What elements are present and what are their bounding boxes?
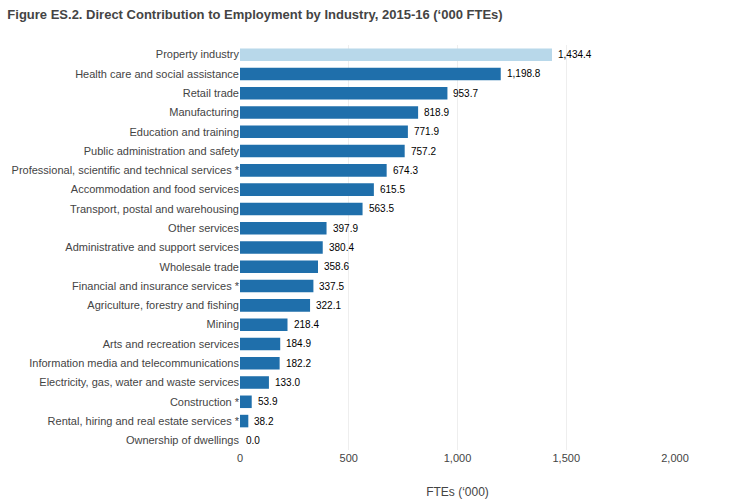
svg-text:Other services: Other services bbox=[168, 222, 239, 234]
svg-text:FTEs (‘000): FTEs (‘000) bbox=[426, 485, 489, 499]
svg-text:322.1: 322.1 bbox=[316, 300, 341, 311]
svg-text:Mining: Mining bbox=[207, 318, 239, 330]
svg-text:0: 0 bbox=[237, 452, 243, 464]
svg-text:1,434.4: 1,434.4 bbox=[558, 49, 592, 60]
svg-text:500: 500 bbox=[340, 452, 358, 464]
svg-text:184.9: 184.9 bbox=[286, 338, 311, 349]
svg-text:Ownership of dwellings: Ownership of dwellings bbox=[126, 434, 240, 446]
svg-text:953.7: 953.7 bbox=[453, 88, 478, 99]
svg-text:218.4: 218.4 bbox=[294, 319, 319, 330]
svg-text:Rental, hiring and real estate: Rental, hiring and real estate services … bbox=[48, 415, 240, 427]
svg-text:818.9: 818.9 bbox=[424, 107, 449, 118]
svg-text:Retail trade: Retail trade bbox=[183, 87, 239, 99]
svg-text:Agriculture, forestry and fish: Agriculture, forestry and fishing bbox=[87, 299, 239, 311]
svg-text:Education and training: Education and training bbox=[130, 126, 239, 138]
svg-text:0.0: 0.0 bbox=[246, 435, 260, 446]
svg-text:Financial and insurance servic: Financial and insurance services * bbox=[72, 280, 240, 292]
svg-text:Transport, postal and warehous: Transport, postal and warehousing bbox=[70, 203, 239, 215]
svg-text:358.6: 358.6 bbox=[324, 261, 349, 272]
svg-text:2,000: 2,000 bbox=[661, 452, 689, 464]
svg-text:1,500: 1,500 bbox=[552, 452, 580, 464]
svg-text:Property industry: Property industry bbox=[156, 48, 240, 60]
svg-text:615.5: 615.5 bbox=[380, 184, 405, 195]
svg-text:771.9: 771.9 bbox=[414, 126, 439, 137]
svg-text:Electricity, gas, water and wa: Electricity, gas, water and waste servic… bbox=[39, 376, 239, 388]
svg-text:Construction *: Construction * bbox=[170, 396, 240, 408]
svg-text:337.5: 337.5 bbox=[319, 281, 344, 292]
svg-text:674.3: 674.3 bbox=[393, 165, 418, 176]
svg-text:Wholesale trade: Wholesale trade bbox=[160, 261, 240, 273]
svg-text:53.9: 53.9 bbox=[258, 396, 278, 407]
svg-text:182.2: 182.2 bbox=[286, 358, 311, 369]
svg-text:Administrative and support ser: Administrative and support services bbox=[65, 241, 239, 253]
svg-text:Health care and social assista: Health care and social assistance bbox=[75, 68, 239, 80]
svg-text:397.9: 397.9 bbox=[333, 223, 358, 234]
svg-text:Figure ES.2. Direct Contributi: Figure ES.2. Direct Contribution to Empl… bbox=[7, 7, 502, 22]
svg-text:38.2: 38.2 bbox=[254, 416, 274, 427]
svg-text:133.0: 133.0 bbox=[275, 377, 300, 388]
svg-text:Information media and telecomm: Information media and telecommunications bbox=[29, 357, 239, 369]
svg-text:1,000: 1,000 bbox=[444, 452, 472, 464]
svg-text:Arts and recreation services: Arts and recreation services bbox=[103, 338, 240, 350]
svg-text:1,198.8: 1,198.8 bbox=[507, 68, 541, 79]
svg-text:Manufacturing: Manufacturing bbox=[169, 106, 239, 118]
svg-text:563.5: 563.5 bbox=[369, 203, 394, 214]
svg-text:Public administration and safe: Public administration and safety bbox=[84, 145, 240, 157]
svg-text:Accommodation and food service: Accommodation and food services bbox=[71, 183, 240, 195]
svg-text:380.4: 380.4 bbox=[329, 242, 354, 253]
svg-text:Professional, scientific and t: Professional, scientific and technical s… bbox=[12, 164, 240, 176]
svg-text:757.2: 757.2 bbox=[411, 146, 436, 157]
